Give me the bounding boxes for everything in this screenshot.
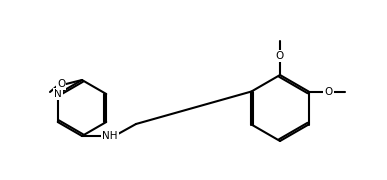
Text: NH: NH <box>102 131 118 141</box>
Text: O: O <box>276 51 284 61</box>
Text: N: N <box>54 89 62 99</box>
Text: O: O <box>324 87 333 96</box>
Text: O: O <box>57 79 65 89</box>
